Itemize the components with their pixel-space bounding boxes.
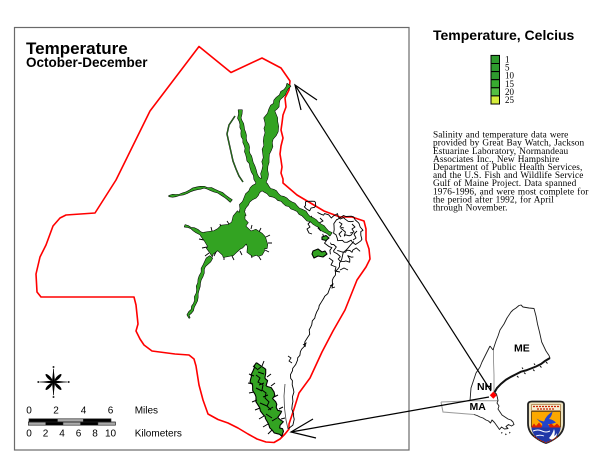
svg-text:Kilometers: Kilometers [135,429,182,440]
svg-text:6: 6 [76,429,82,440]
svg-text:10: 10 [105,429,117,440]
svg-text:4: 4 [81,406,87,417]
svg-text:1976-1996, and were most compl: 1976-1996, and were most complete for [433,186,589,197]
svg-text:Estuarine Laboratory, Normande: Estuarine Laboratory, Normandeau [433,147,568,157]
svg-text:ME: ME [514,343,530,355]
svg-text:20: 20 [505,87,515,97]
svg-text:10: 10 [505,71,515,81]
svg-text:Salinity and temperature data: Salinity and temperature data were [433,131,568,141]
svg-text:Gulf of Maine Project. Data sp: Gulf of Maine Project. Data spanned [433,178,577,189]
svg-text:Temperature: Temperature [26,39,128,58]
svg-text:Miles: Miles [135,406,158,417]
svg-text:MA: MA [470,401,487,413]
svg-text:Temperature, Celcius: Temperature, Celcius [433,27,575,43]
svg-text:4: 4 [59,429,65,440]
svg-text:2: 2 [53,406,59,417]
svg-text:0: 0 [26,429,32,440]
svg-text:provided by Great Bay Watch, J: provided by Great Bay Watch, Jackson [433,139,585,149]
svg-text:6: 6 [108,406,114,417]
svg-text:1: 1 [505,55,510,65]
svg-text:through November.: through November. [433,204,508,214]
svg-text:Department of Public Health Se: Department of Public Health Services, [433,162,582,173]
svg-text:the period after 1992, for Apr: the period after 1992, for April [433,194,554,205]
svg-text:and the U.S. Fish and Wildlife: and the U.S. Fish and Wildlife Service [433,170,583,181]
svg-text:5: 5 [505,63,510,73]
svg-text:October-December: October-December [26,55,148,70]
svg-text:2: 2 [43,429,49,440]
svg-text:NH: NH [477,381,492,393]
svg-text:8: 8 [92,429,98,440]
svg-text:15: 15 [505,79,515,89]
svg-text:Associates Inc., New Hampshire: Associates Inc., New Hampshire [433,155,559,165]
svg-text:25: 25 [505,95,515,105]
svg-text:0: 0 [26,406,32,417]
